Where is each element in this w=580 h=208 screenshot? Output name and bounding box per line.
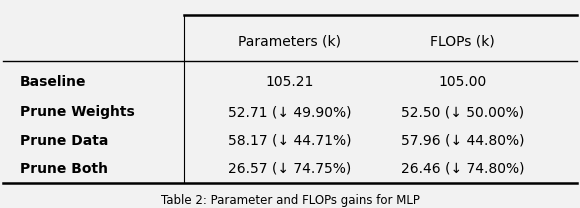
Text: 57.96 (↓ 44.80%): 57.96 (↓ 44.80%) xyxy=(401,134,524,148)
Text: 105.21: 105.21 xyxy=(266,75,314,89)
Text: 58.17 (↓ 44.71%): 58.17 (↓ 44.71%) xyxy=(229,134,351,148)
Text: Prune Weights: Prune Weights xyxy=(20,105,135,119)
Text: Parameters (k): Parameters (k) xyxy=(238,35,342,49)
Text: Baseline: Baseline xyxy=(20,75,86,89)
Text: FLOPs (k): FLOPs (k) xyxy=(430,35,495,49)
Text: Table 2: Parameter and FLOPs gains for MLP: Table 2: Parameter and FLOPs gains for M… xyxy=(161,194,419,207)
Text: Prune Both: Prune Both xyxy=(20,162,108,176)
Text: 52.71 (↓ 49.90%): 52.71 (↓ 49.90%) xyxy=(229,105,351,119)
Text: 52.50 (↓ 50.00%): 52.50 (↓ 50.00%) xyxy=(401,105,524,119)
Text: 26.57 (↓ 74.75%): 26.57 (↓ 74.75%) xyxy=(229,162,351,176)
Text: 105.00: 105.00 xyxy=(438,75,487,89)
Text: Prune Data: Prune Data xyxy=(20,134,108,148)
Text: 26.46 (↓ 74.80%): 26.46 (↓ 74.80%) xyxy=(401,162,524,176)
